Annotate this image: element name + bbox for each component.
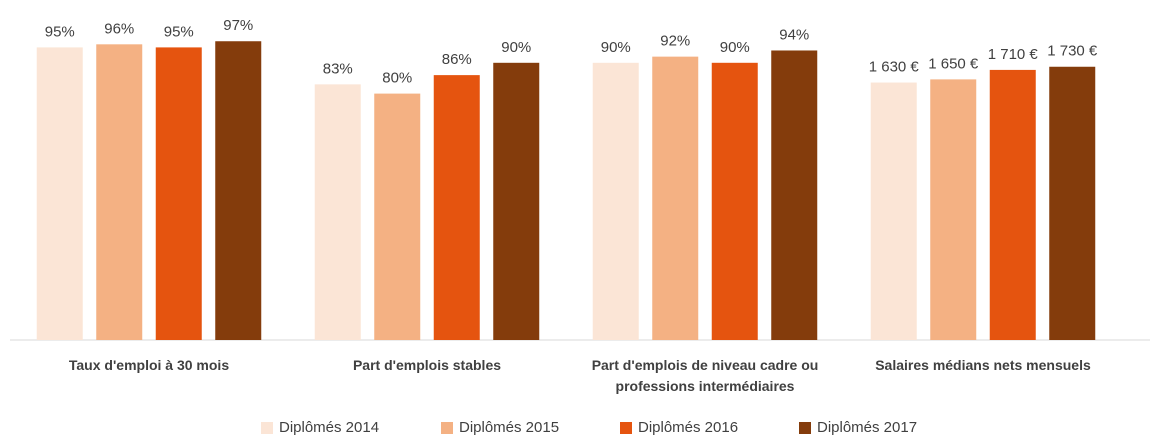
data-label: 90% [720,39,750,56]
bar [771,50,818,340]
bar [374,93,421,340]
legend-entry: Diplômés 2017 [799,419,917,436]
data-label: 1 630 € [869,59,920,76]
category-label: Part d'emplois stables [352,357,502,373]
legend-label: Diplômés 2014 [279,419,380,436]
legend-label: Diplômés 2016 [638,419,739,436]
data-label: 1 730 € [1047,43,1098,60]
bar [493,62,540,341]
bar [314,84,361,340]
legend-swatch [620,421,632,434]
data-label: 83% [323,60,353,77]
bar [155,47,202,341]
legend-label: Diplômés 2015 [459,419,560,436]
data-label: 1 710 € [988,46,1039,63]
bar [96,44,143,340]
data-label: 86% [442,51,472,68]
bar [433,75,480,341]
legend-swatch [799,421,811,434]
category-label: Part d'emplois de niveau cadre ou profes… [591,357,819,394]
bar [711,62,758,341]
bar [652,56,699,340]
data-label: 95% [164,23,194,40]
bar [215,41,262,341]
bar [1049,66,1096,340]
data-label: 97% [223,17,253,34]
bar [989,69,1036,341]
data-label: 90% [501,39,531,56]
category-label: Salaires médians nets mensuels [875,357,1091,373]
legend-label: Diplômés 2017 [817,419,918,436]
legend-entry: Diplômés 2016 [620,419,738,436]
legend-entry: Diplômés 2015 [441,419,559,436]
category-label: Taux d'emploi à 30 mois [68,357,230,373]
data-label: 95% [45,23,75,40]
legend-entry: Diplômés 2014 [261,419,379,436]
data-label: 94% [779,26,809,43]
data-label: 90% [601,39,631,56]
data-label: 96% [104,20,134,37]
legend-swatch [261,421,273,434]
bar [36,47,83,341]
data-label: 1 650 € [928,55,979,72]
legend-swatch [441,421,453,434]
bar [930,79,977,340]
bar [870,82,917,341]
data-label: 80% [382,70,412,87]
data-label: 92% [660,33,690,50]
bar [592,62,639,341]
